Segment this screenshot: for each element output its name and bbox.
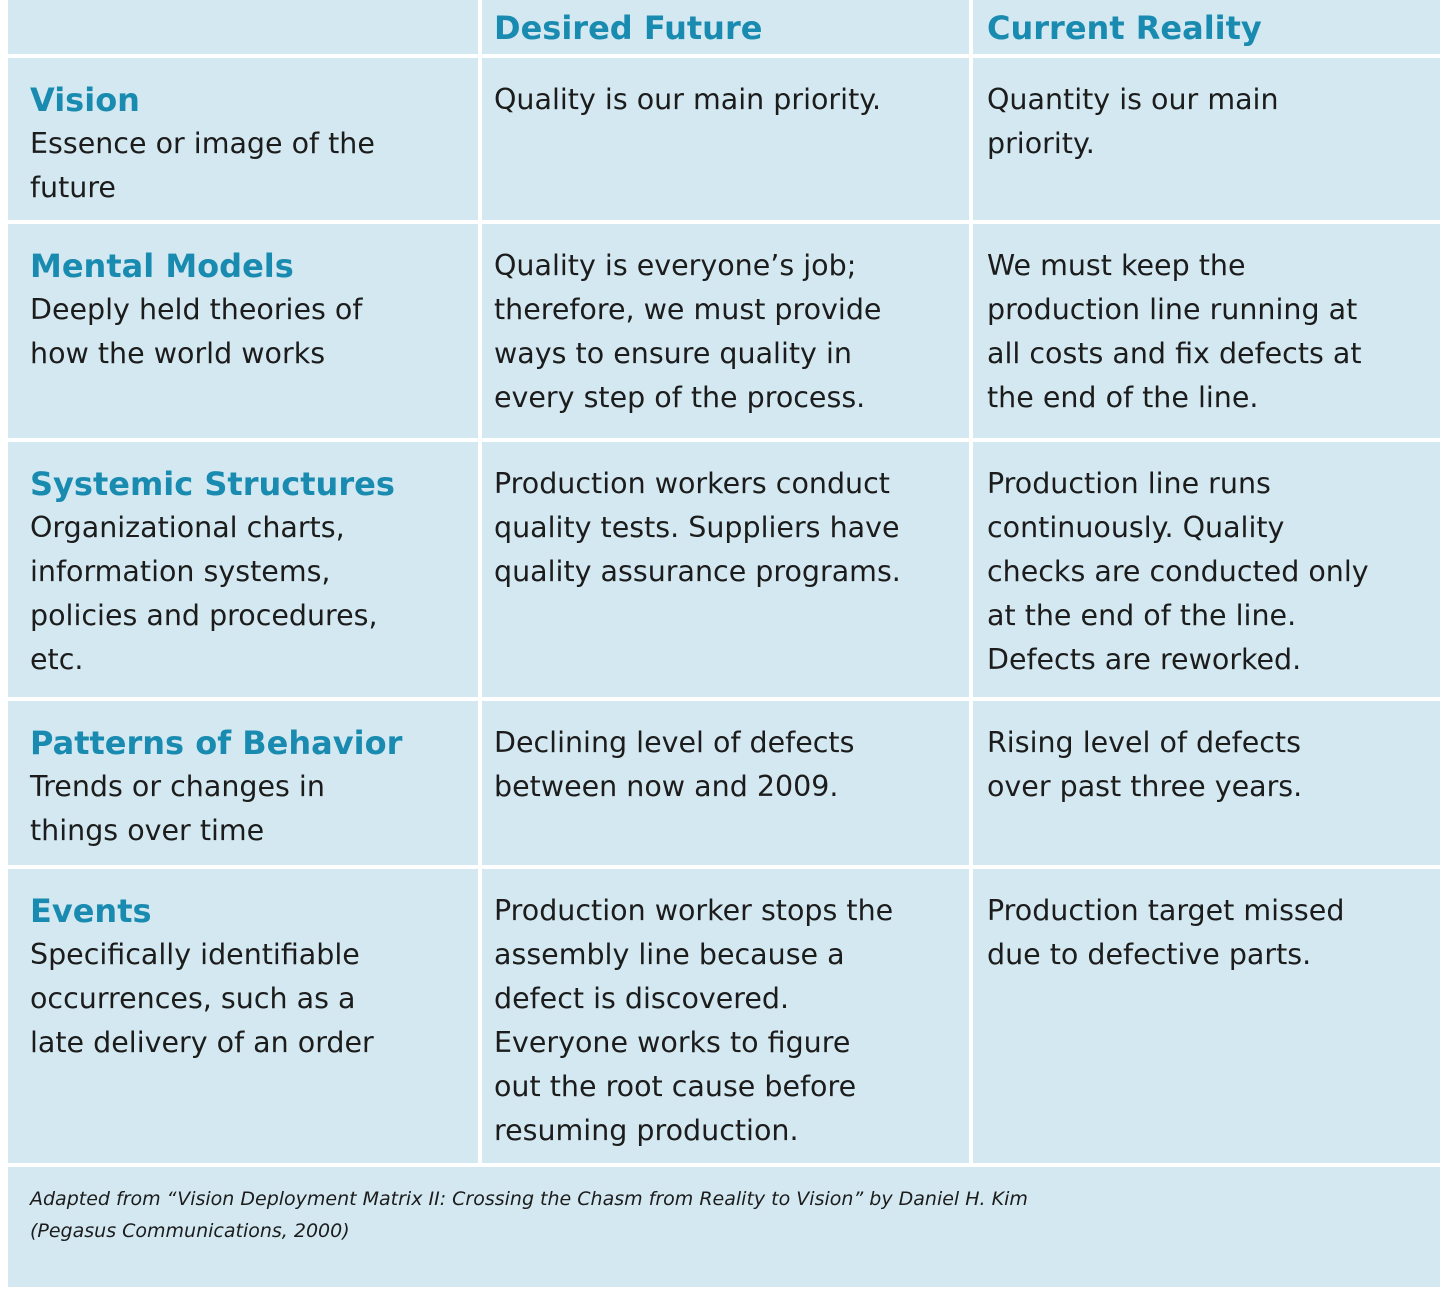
row-title: Patterns of Behavior bbox=[30, 724, 403, 762]
matrix-panel: Desired Future Current Reality Vision Ess… bbox=[8, 0, 1440, 1287]
cell-text: at the end of the line. bbox=[987, 599, 1297, 632]
row-description: how the world works bbox=[30, 337, 326, 370]
desired-cell: Quality is our main priority. bbox=[482, 58, 969, 220]
desired-cell: Production worker stops the assembly line… bbox=[482, 869, 969, 1163]
cell-text: Everyone works to figure bbox=[494, 1026, 851, 1059]
row-title: Vision bbox=[30, 81, 140, 119]
row-label-cell: Mental Models Deeply held theories of how … bbox=[8, 224, 478, 438]
current-cell: Rising level of defects over past three y… bbox=[973, 701, 1440, 865]
desired-cell: Quality is everyone’s job; therefore, we … bbox=[482, 224, 969, 438]
cell-text: Quantity is our main bbox=[987, 83, 1279, 116]
row-title: Mental Models bbox=[30, 247, 294, 285]
row-description: late delivery of an order bbox=[30, 1026, 374, 1059]
cell-text: Rising level of defects bbox=[987, 726, 1301, 759]
row-description: Essence or image of the bbox=[30, 127, 375, 160]
cell-text: between now and 2009. bbox=[494, 770, 839, 803]
cell-text: all costs and fix defects at bbox=[987, 337, 1362, 370]
row-label-cell: Vision Essence or image of the future bbox=[8, 58, 478, 220]
row-description: Organizational charts, bbox=[30, 511, 345, 544]
cell-text: Quality is our main priority. bbox=[494, 83, 882, 116]
cell-text: Declining level of defects bbox=[494, 726, 855, 759]
cell-text: resuming production. bbox=[494, 1114, 799, 1147]
column-header: Desired Future bbox=[482, 0, 969, 54]
footnote: Adapted from “Vision Deployment Matrix I… bbox=[30, 1183, 1028, 1247]
matrix-table: Desired Future Current Reality Vision Ess… bbox=[8, 0, 1440, 1167]
row-description: Trends or changes in bbox=[30, 770, 325, 803]
cell-text: Defects are reworked. bbox=[987, 643, 1302, 676]
cell-text: out the root cause before bbox=[494, 1070, 857, 1103]
current-cell: Production line runs continuously. Qualit… bbox=[973, 442, 1440, 697]
row-description: occurrences, such as a bbox=[30, 982, 356, 1015]
row-description: policies and procedures, bbox=[30, 599, 378, 632]
row-description: things over time bbox=[30, 814, 265, 847]
footnote-line: (Pegasus Communications, 2000) bbox=[30, 1220, 350, 1242]
cell-text: the end of the line. bbox=[987, 381, 1259, 414]
cell-text: defect is discovered. bbox=[494, 982, 790, 1015]
row-description: etc. bbox=[30, 643, 84, 676]
cell-text: We must keep the bbox=[987, 249, 1246, 282]
cell-text: Production workers conduct bbox=[494, 467, 890, 500]
cell-text: production line running at bbox=[987, 293, 1358, 326]
cell-text: Quality is everyone’s job; bbox=[494, 249, 857, 282]
cell-text: quality assurance programs. bbox=[494, 555, 901, 588]
current-cell: Quantity is our main priority. bbox=[973, 58, 1440, 220]
row-title: Systemic Structures bbox=[30, 465, 395, 503]
row-label-cell: Systemic Structures Organizational charts… bbox=[8, 442, 478, 697]
cell-text: priority. bbox=[987, 127, 1095, 160]
corner-cell bbox=[8, 0, 478, 54]
row-label-cell: Patterns of Behavior Trends or changes in… bbox=[8, 701, 478, 865]
row-title: Events bbox=[30, 892, 152, 930]
cell-text: checks are conducted only bbox=[987, 555, 1369, 588]
cell-text: Production line runs bbox=[987, 467, 1271, 500]
column-header: Current Reality bbox=[973, 0, 1440, 54]
cell-text: quality tests. Suppliers have bbox=[494, 511, 900, 544]
row-label-cell: Events Specifically identifiable occurrenc… bbox=[8, 869, 478, 1163]
cell-text: due to defective parts. bbox=[987, 938, 1312, 971]
footnote-line: Adapted from “Vision Deployment Matrix I… bbox=[30, 1188, 1028, 1210]
row-description: future bbox=[30, 171, 116, 204]
desired-cell: Declining level of defects between now an… bbox=[482, 701, 969, 865]
cell-text: Production worker stops the bbox=[494, 894, 894, 927]
cell-text: ways to ensure quality in bbox=[494, 337, 852, 370]
cell-text: continuously. Quality bbox=[987, 511, 1285, 544]
cell-text: assembly line because a bbox=[494, 938, 845, 971]
desired-cell: Production workers conduct quality tests.… bbox=[482, 442, 969, 697]
row-description: Specifically identifiable bbox=[30, 938, 360, 971]
cell-text: Production target missed bbox=[987, 894, 1345, 927]
cell-text: every step of the process. bbox=[494, 381, 866, 414]
row-description: information systems, bbox=[30, 555, 331, 588]
current-cell: Production target missed due to defective… bbox=[973, 869, 1440, 1163]
cell-text: therefore, we must provide bbox=[494, 293, 882, 326]
current-cell: We must keep the production line running … bbox=[973, 224, 1440, 438]
row-description: Deeply held theories of bbox=[30, 293, 363, 326]
cell-text: over past three years. bbox=[987, 770, 1303, 803]
